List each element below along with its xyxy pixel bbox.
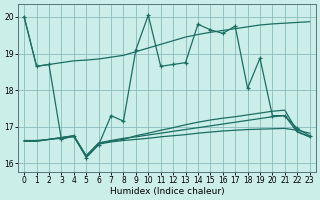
X-axis label: Humidex (Indice chaleur): Humidex (Indice chaleur) xyxy=(109,187,224,196)
